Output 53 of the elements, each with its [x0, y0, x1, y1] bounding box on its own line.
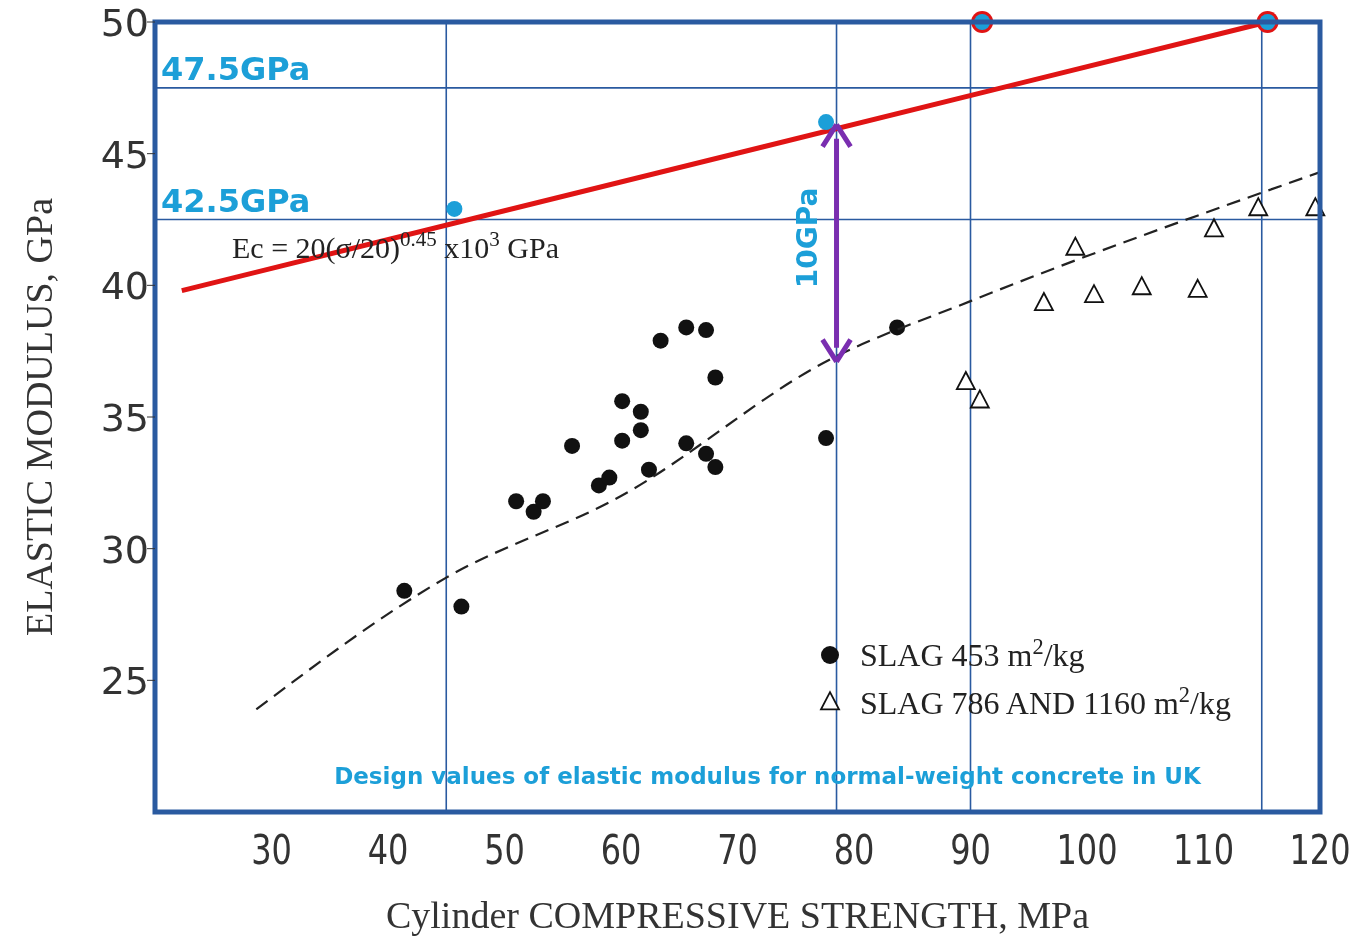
point [698, 445, 715, 462]
x-tick-label: 90 [950, 826, 991, 874]
point [818, 114, 835, 131]
point [707, 369, 724, 386]
point [1131, 276, 1152, 296]
point [1084, 284, 1104, 304]
point [640, 461, 657, 478]
y-tick-label: 45 [100, 132, 149, 177]
ref-line-label: 47.5GPa [161, 49, 311, 88]
point [534, 493, 551, 510]
y-tick-label: 30 [100, 527, 149, 572]
y-tick-label: 35 [100, 396, 149, 440]
x-tick-label: 80 [833, 826, 875, 874]
point [698, 322, 715, 339]
point [508, 493, 525, 510]
y-axis-title: ELASTIC MODULUS, GPa [18, 197, 60, 637]
annotation: 10GPa [790, 187, 824, 289]
point [614, 432, 631, 449]
point [396, 582, 413, 599]
point [601, 469, 618, 486]
point [678, 319, 695, 336]
point [818, 430, 835, 447]
y-tick-label: 50 [100, 1, 149, 45]
y-tick-label: 40 [100, 264, 149, 309]
x-tick-label: 120 [1289, 826, 1351, 874]
point [1248, 197, 1269, 217]
x-tick-label: 70 [717, 826, 758, 874]
point [652, 332, 669, 349]
point [889, 319, 906, 336]
point [1204, 218, 1224, 238]
point [632, 422, 649, 439]
x-tick-label: 60 [600, 826, 642, 874]
y-tick-label: 25 [100, 659, 149, 704]
point [955, 371, 976, 390]
x-tick-label: 110 [1172, 826, 1235, 874]
point [525, 503, 542, 520]
point [632, 403, 649, 420]
x-tick-label: 50 [484, 826, 525, 874]
point [707, 459, 724, 476]
point [453, 598, 470, 615]
x-tick-label: 100 [1056, 826, 1118, 874]
point [564, 437, 581, 454]
x-tick-label: 30 [251, 826, 292, 874]
x-tick-label: 40 [367, 826, 409, 874]
point [1034, 292, 1054, 311]
point [678, 435, 695, 452]
x-axis-title: Cylinder COMPRESSIVE STRENGTH, MPa [385, 894, 1090, 936]
point [969, 389, 990, 409]
point [446, 200, 463, 217]
point [590, 477, 607, 494]
point [614, 393, 631, 410]
point [1065, 236, 1086, 256]
ref-line-label: 42.5GPa [161, 181, 311, 220]
